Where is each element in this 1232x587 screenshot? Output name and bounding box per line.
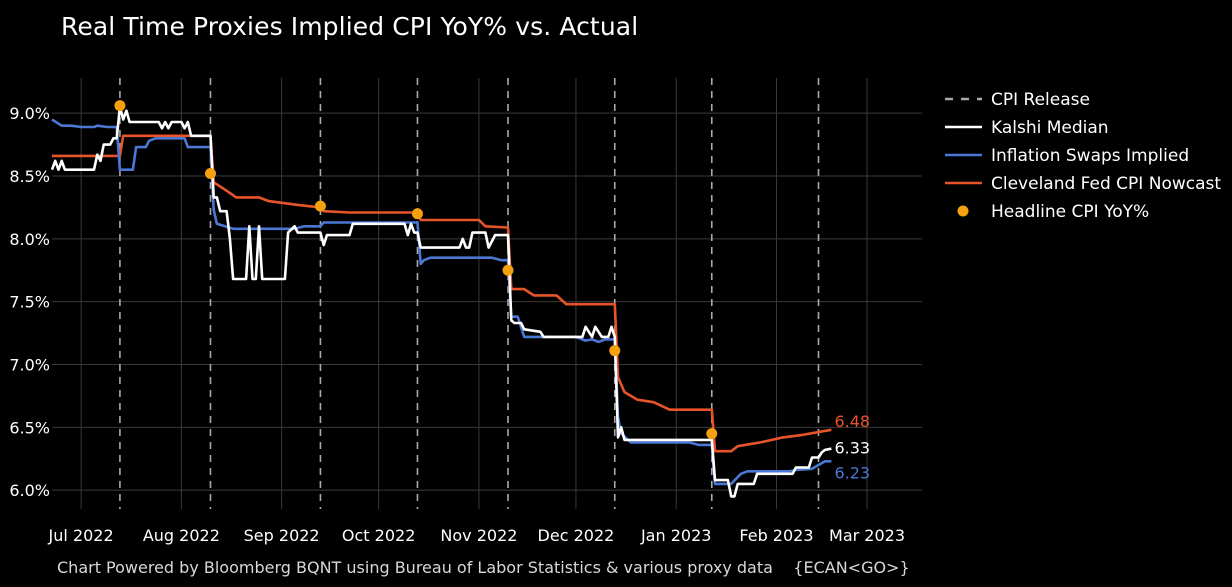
legend-label: CPI Release	[991, 90, 1090, 110]
x-tick-label: Sep 2022	[244, 526, 320, 545]
footnote: Chart Powered by Bloomberg BQNT using Bu…	[57, 558, 910, 577]
legend-item: Cleveland Fed CPI Nowcast	[945, 174, 1221, 194]
x-tick-label: Nov 2022	[440, 526, 517, 545]
y-tick-label: 6.5%	[9, 418, 50, 437]
end-label: 6.23	[834, 463, 870, 482]
legend: CPI Release Kalshi Median Inflation Swaps …	[945, 90, 1221, 222]
x-tick-label: Dec 2022	[538, 526, 615, 545]
y-tick-label: 8.0%	[9, 230, 50, 249]
legend-swatch-marker	[957, 205, 969, 217]
x-axis-ticks: Jul 2022 Aug 2022 Sep 2022 Oct 2022 Nov 2022…	[48, 526, 905, 545]
legend-item: Kalshi Median	[945, 118, 1109, 138]
headline-cpi-point	[411, 208, 423, 220]
series-lines	[50, 105, 832, 498]
x-tick-label: Mar 2023	[829, 526, 905, 545]
y-tick-label: 8.5%	[9, 167, 50, 186]
headline-cpi-point	[204, 167, 216, 179]
y-tick-label: 9.0%	[9, 104, 50, 123]
x-tick-label: Jan 2023	[640, 526, 711, 545]
legend-label: Kalshi Median	[991, 118, 1109, 138]
end-label: 6.33	[834, 439, 870, 458]
series-line-kalshi-median	[50, 105, 832, 498]
grid	[52, 78, 922, 509]
y-tick-label: 7.0%	[9, 355, 50, 374]
headline-cpi-markers	[114, 100, 718, 440]
legend-item: CPI Release	[945, 90, 1090, 110]
x-tick-label: Oct 2022	[342, 526, 415, 545]
chart-title: Real Time Proxies Implied CPI YoY% vs. A…	[61, 12, 639, 41]
series-line-cleveland-fed-cpi-nowcast	[52, 134, 832, 453]
headline-cpi-point	[706, 428, 718, 440]
legend-item: Inflation Swaps Implied	[945, 146, 1189, 166]
y-axis-ticks: 6.0% 6.5% 7.0% 7.5% 8.0% 8.5% 9.0%	[9, 104, 50, 500]
headline-cpi-point	[609, 345, 621, 357]
y-tick-label: 6.0%	[9, 481, 50, 500]
legend-item: Headline CPI YoY%	[957, 202, 1149, 222]
x-tick-label: Jul 2022	[48, 526, 114, 545]
end-label: 6.48	[834, 412, 870, 431]
y-tick-label: 7.5%	[9, 293, 50, 312]
end-labels: 6.33 6.23 6.48	[834, 412, 870, 482]
legend-label: Headline CPI YoY%	[991, 202, 1149, 222]
headline-cpi-point	[314, 200, 326, 212]
legend-label: Cleveland Fed CPI Nowcast	[991, 174, 1221, 194]
legend-label: Inflation Swaps Implied	[991, 146, 1189, 166]
x-tick-label: Feb 2023	[739, 526, 813, 545]
headline-cpi-point	[114, 100, 126, 112]
headline-cpi-point	[502, 264, 514, 276]
x-tick-label: Aug 2022	[143, 526, 220, 545]
